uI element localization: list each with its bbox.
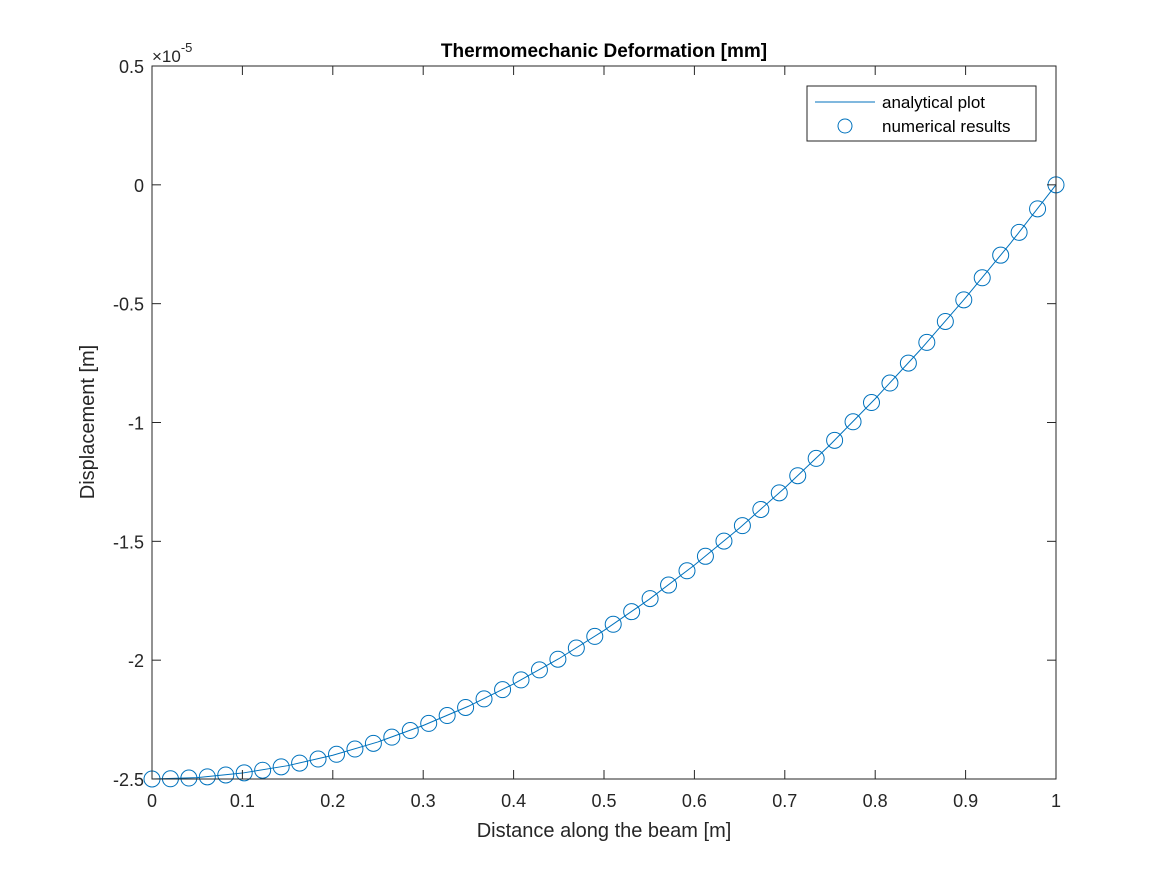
data-point-numerical	[807, 449, 825, 467]
x-tick-label: 1	[1051, 791, 1061, 811]
data-point-numerical	[328, 745, 346, 763]
data-point-numerical	[475, 690, 493, 708]
data-point-numerical	[641, 590, 659, 608]
data-point-numerical	[420, 714, 438, 732]
data-point-numerical	[586, 627, 604, 645]
data-point-numerical	[715, 532, 733, 550]
legend-box	[806, 85, 1037, 142]
data-point-numerical	[881, 374, 899, 392]
y-multiplier: ×10	[152, 47, 181, 66]
data-point-numerical	[530, 661, 548, 679]
y-tick-label: -1	[128, 414, 144, 434]
plot-area	[152, 66, 1056, 779]
data-point-numerical	[992, 246, 1010, 264]
data-point-numerical	[346, 740, 364, 758]
x-tick-label: 0.8	[863, 791, 888, 811]
data-point-numerical	[198, 768, 216, 786]
x-tick-label: 0.2	[320, 791, 345, 811]
series-layer	[143, 176, 1065, 788]
data-point-numerical	[696, 547, 714, 565]
x-tick-label: 0.6	[682, 791, 707, 811]
data-point-numerical	[936, 312, 954, 330]
y-axis: -2.5 -2 -1.5 -1 -0.5 0 0.5	[113, 57, 1056, 790]
data-point-numerical	[752, 500, 770, 518]
y-tick-label: -2.5	[113, 770, 144, 790]
legend-circle-icon	[837, 118, 853, 134]
data-point-numerical	[789, 467, 807, 485]
data-point-numerical	[1029, 200, 1047, 218]
x-tick-label: 0.5	[591, 791, 616, 811]
x-tick-label: 0.1	[230, 791, 255, 811]
data-point-numerical	[623, 603, 641, 621]
x-tick-label: 0.9	[953, 791, 978, 811]
x-tick-label: 0	[147, 791, 157, 811]
data-point-numerical	[180, 769, 198, 787]
data-point-numerical	[844, 413, 862, 431]
data-point-numerical	[899, 354, 917, 372]
data-point-numerical	[973, 269, 991, 287]
x-axis: 0 0.1 0.2 0.3 0.4 0.5 0.6 0.7 0.8 0.9 1	[147, 66, 1061, 811]
data-point-numerical	[770, 484, 788, 502]
x-tick-label: 0.7	[772, 791, 797, 811]
y-tick-label: -0.5	[113, 295, 144, 315]
data-point-numerical	[918, 333, 936, 351]
data-point-numerical	[364, 734, 382, 752]
data-point-numerical	[862, 394, 880, 412]
data-point-numerical	[1010, 223, 1028, 241]
y-tick-label: 0	[134, 176, 144, 196]
data-point-numerical	[549, 650, 567, 668]
data-point-numerical	[826, 431, 844, 449]
data-point-numerical	[235, 764, 253, 782]
series-line-analytical	[151, 184, 1057, 780]
data-point-numerical	[733, 517, 751, 535]
data-point-numerical	[383, 728, 401, 746]
data-point-numerical	[438, 707, 456, 725]
x-axis-label: Distance along the beam [m]	[477, 820, 732, 842]
y-tick-label: 0.5	[119, 57, 144, 77]
data-point-numerical	[401, 722, 419, 740]
data-point-numerical	[272, 758, 290, 776]
data-point-numerical	[494, 681, 512, 699]
legend-entry-numerical: numerical results	[882, 117, 1011, 136]
legend-entry-analytical: analytical plot	[882, 93, 985, 112]
y-tick-label: -2	[128, 651, 144, 671]
data-point-numerical	[567, 639, 585, 657]
y-axis-label: Displacement [m]	[77, 345, 99, 500]
x-tick-label: 0.4	[501, 791, 526, 811]
data-point-numerical	[309, 750, 327, 768]
y-tick-label: -1.5	[113, 532, 144, 552]
data-point-numerical	[660, 576, 678, 594]
data-point-numerical	[604, 615, 622, 633]
data-point-numerical	[217, 766, 235, 784]
x-tick-label: 0.3	[411, 791, 436, 811]
data-point-numerical	[254, 761, 272, 779]
data-point-numerical	[678, 562, 696, 580]
data-point-numerical	[955, 291, 973, 309]
chart-title: Thermomechanic Deformation [mm]	[441, 41, 767, 62]
data-point-numerical	[512, 671, 530, 689]
data-point-numerical	[457, 698, 475, 716]
legend: analytical plot numerical results	[806, 85, 1037, 142]
data-point-numerical	[291, 754, 309, 772]
y-exponent-label: ×10-5	[152, 40, 192, 66]
y-exponent: -5	[181, 40, 193, 55]
